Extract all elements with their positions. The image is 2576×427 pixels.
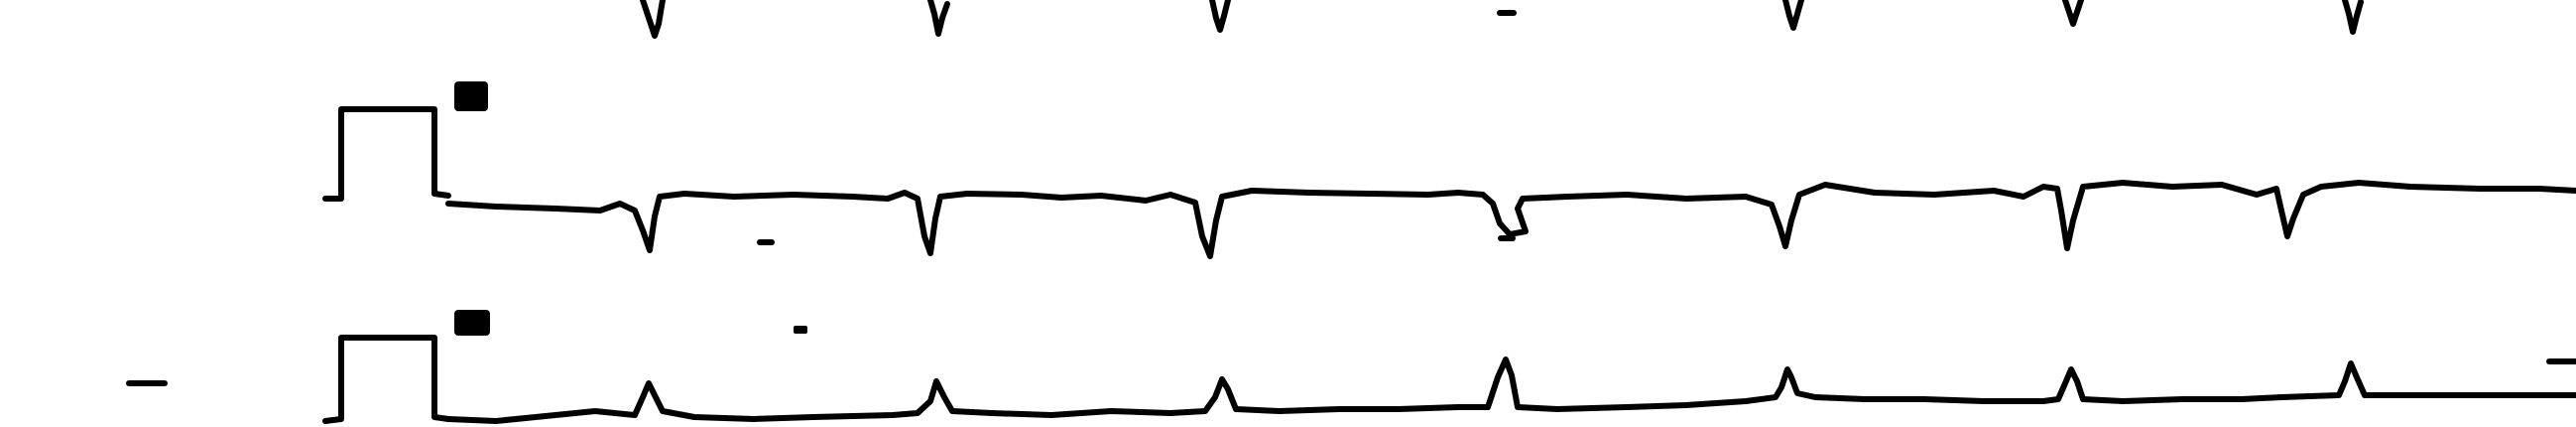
- lead-1-complex-6: [2342, 0, 2364, 35]
- lead-3-calibration-pulse: [322, 335, 451, 424]
- lead-1-complex-5: [2062, 0, 2084, 27]
- lead-3-trace: [126, 310, 2576, 424]
- lead-1-complex-1: [640, 0, 666, 39]
- lead-3-dot: [794, 326, 807, 334]
- lead-2-trace: [322, 81, 2576, 259]
- lead-1-complex-3: [1209, 0, 1231, 33]
- lead-3-baseline: [445, 356, 2576, 424]
- lead-1-trace: [640, 0, 2364, 39]
- lead-2-marker: [454, 81, 488, 111]
- lead-1-complex-2: [927, 0, 950, 37]
- lead-3-marker: [454, 310, 490, 336]
- lead-1-complex-4: [1782, 0, 1804, 31]
- lead-2-calibration-pulse: [322, 106, 451, 202]
- lead-2-baseline: [445, 180, 2576, 259]
